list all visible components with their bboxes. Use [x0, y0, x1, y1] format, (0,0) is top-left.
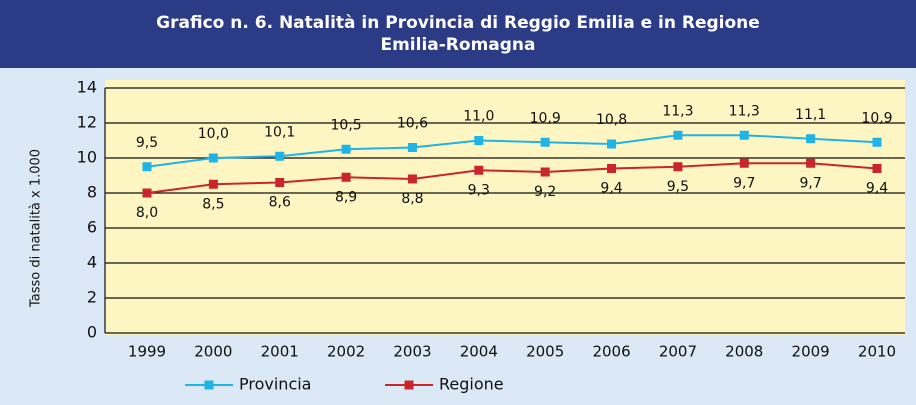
y-tick-label: 8: [87, 183, 97, 202]
data-label: 9,4: [866, 181, 888, 197]
point-marker: [806, 158, 816, 168]
data-label: 9,7: [733, 175, 755, 191]
x-tick-label: 2005: [526, 343, 564, 361]
chart-title: Grafico n. 6. Natalità in Provincia di R…: [156, 13, 760, 55]
point-marker: [474, 136, 484, 145]
x-tick-label: 2004: [460, 343, 498, 361]
point-marker: [540, 137, 550, 147]
data-label: 9,3: [468, 182, 490, 198]
data-label: 9,5: [136, 135, 158, 151]
point-marker: [739, 130, 749, 140]
point-marker: [407, 143, 417, 152]
y-tick-label: 4: [87, 253, 97, 272]
data-label: 11,3: [729, 103, 760, 119]
data-label: 10,6: [397, 116, 428, 132]
y-axis-label: Tasso di natalità x 1.000: [29, 149, 44, 308]
data-label: 9,7: [800, 175, 822, 191]
x-tick-label: 2007: [659, 343, 697, 361]
legend-marker: [404, 380, 414, 390]
point-marker: [275, 151, 285, 161]
point-marker: [806, 134, 816, 144]
data-label: 10,0: [198, 126, 229, 142]
data-label: 10,9: [530, 110, 561, 126]
point-marker: [673, 162, 683, 172]
x-tick-label: 1999: [128, 343, 166, 361]
y-tick-label: 6: [87, 218, 97, 237]
data-label: 10,5: [331, 117, 362, 133]
y-tick-label: 14: [77, 78, 97, 97]
point-marker: [208, 153, 218, 163]
point-marker: [407, 174, 417, 184]
series-line: [146, 134, 878, 168]
data-label: 8,9: [335, 189, 357, 205]
data-label: 9,2: [534, 184, 556, 200]
data-label: 11,3: [662, 103, 693, 119]
legend-marker: [204, 380, 214, 390]
point-marker: [474, 165, 484, 175]
data-label: 10,9: [861, 110, 892, 126]
point-marker: [607, 139, 617, 149]
x-tick-label: 2001: [261, 343, 299, 361]
point-marker: [142, 188, 152, 198]
point-marker: [607, 164, 617, 173]
x-tick-label: 2006: [592, 343, 630, 361]
plot-area: [105, 80, 905, 335]
data-label: 8,5: [202, 196, 224, 212]
data-label: 11,0: [463, 109, 494, 125]
data-label: 10,8: [596, 112, 627, 128]
y-tick-label: 2: [87, 288, 97, 307]
x-tick-label: 2009: [792, 343, 830, 361]
x-tick-label: 2010: [858, 343, 896, 361]
data-label: 8,8: [401, 191, 423, 207]
data-label: 10,1: [264, 124, 295, 140]
data-label: 9,4: [600, 181, 622, 197]
data-label: 8,0: [136, 205, 158, 221]
point-marker: [872, 164, 882, 173]
data-label: 9,5: [667, 179, 689, 195]
x-tick-label: 2008: [725, 343, 763, 361]
y-tick-label: 0: [87, 323, 97, 342]
series-line: [146, 162, 878, 194]
point-marker: [739, 158, 749, 168]
point-marker: [540, 167, 550, 177]
data-label: 11,1: [795, 107, 826, 123]
point-marker: [208, 179, 218, 189]
x-tick-label: 2003: [393, 343, 431, 361]
y-tick-label: 12: [77, 113, 97, 132]
point-marker: [341, 144, 351, 154]
data-label: 8,6: [269, 195, 291, 211]
x-tick-label: 2000: [194, 343, 232, 361]
x-tick-label: 2002: [327, 343, 365, 361]
title-bar: Grafico n. 6. Natalità in Provincia di R…: [0, 0, 916, 68]
point-marker: [142, 162, 152, 172]
point-marker: [673, 130, 683, 140]
legend-label: Provincia: [239, 375, 311, 394]
y-tick-label: 10: [77, 148, 97, 167]
legend-label: Regione: [439, 375, 504, 394]
point-marker: [872, 137, 882, 147]
point-marker: [275, 178, 285, 187]
point-marker: [341, 172, 351, 182]
